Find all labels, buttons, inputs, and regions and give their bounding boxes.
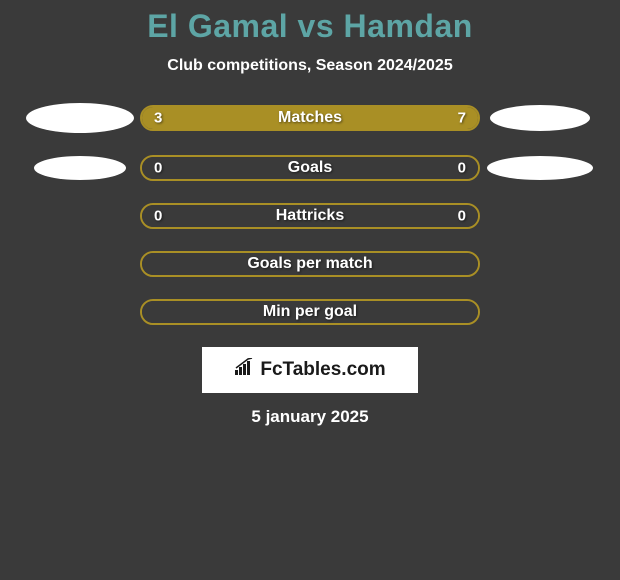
stat-row: Hattricks0 0 bbox=[0, 203, 620, 229]
player1-name: El Gamal bbox=[147, 8, 288, 44]
stat-value-right: 0 bbox=[458, 208, 466, 225]
stat-bar: Goals0 0 bbox=[140, 155, 480, 181]
stat-label: Goals per match bbox=[142, 255, 478, 273]
stat-bar: Matches3 7 bbox=[140, 105, 480, 131]
stat-label: Min per goal bbox=[142, 303, 478, 321]
stat-bar: Goals per match bbox=[140, 251, 480, 277]
stat-label: Matches bbox=[142, 109, 478, 127]
stat-row: Min per goal bbox=[0, 299, 620, 325]
stat-value-right: 7 bbox=[458, 110, 466, 127]
player-right-slot bbox=[480, 156, 600, 180]
chart-icon bbox=[234, 358, 256, 382]
logo: FcTables.com bbox=[234, 358, 385, 382]
player-left-slot bbox=[20, 103, 140, 133]
logo-text: FcTables.com bbox=[260, 359, 385, 381]
stat-bar: Hattricks0 0 bbox=[140, 203, 480, 229]
player-photo-placeholder bbox=[487, 156, 593, 180]
comparison-card: El Gamal vs Hamdan Club competitions, Se… bbox=[0, 0, 620, 427]
stat-bar: Min per goal bbox=[140, 299, 480, 325]
stat-value-left: 0 bbox=[154, 160, 162, 177]
logo-box: FcTables.com bbox=[202, 347, 418, 393]
player2-name: Hamdan bbox=[344, 8, 473, 44]
page-title: El Gamal vs Hamdan bbox=[0, 8, 620, 45]
player-photo-placeholder bbox=[34, 156, 126, 180]
stat-value-right: 0 bbox=[458, 160, 466, 177]
subtitle: Club competitions, Season 2024/2025 bbox=[0, 57, 620, 75]
stat-row: Goals per match bbox=[0, 251, 620, 277]
stat-row: Goals0 0 bbox=[0, 155, 620, 181]
player-photo-placeholder bbox=[26, 103, 134, 133]
stat-value-left: 0 bbox=[154, 208, 162, 225]
stat-label: Goals bbox=[142, 159, 478, 177]
player-right-slot bbox=[480, 105, 600, 131]
player-photo-placeholder bbox=[490, 105, 590, 131]
player-left-slot bbox=[20, 156, 140, 180]
stat-row: Matches3 7 bbox=[0, 103, 620, 133]
stat-value-left: 3 bbox=[154, 110, 162, 127]
stat-label: Hattricks bbox=[142, 207, 478, 225]
vs-text: vs bbox=[298, 8, 335, 44]
stat-rows: Matches37Goals00Hattricks00Goals per mat… bbox=[0, 103, 620, 325]
date-text: 5 january 2025 bbox=[0, 407, 620, 427]
